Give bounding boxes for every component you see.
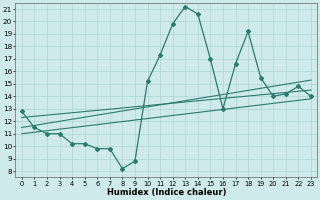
- X-axis label: Humidex (Indice chaleur): Humidex (Indice chaleur): [107, 188, 226, 197]
